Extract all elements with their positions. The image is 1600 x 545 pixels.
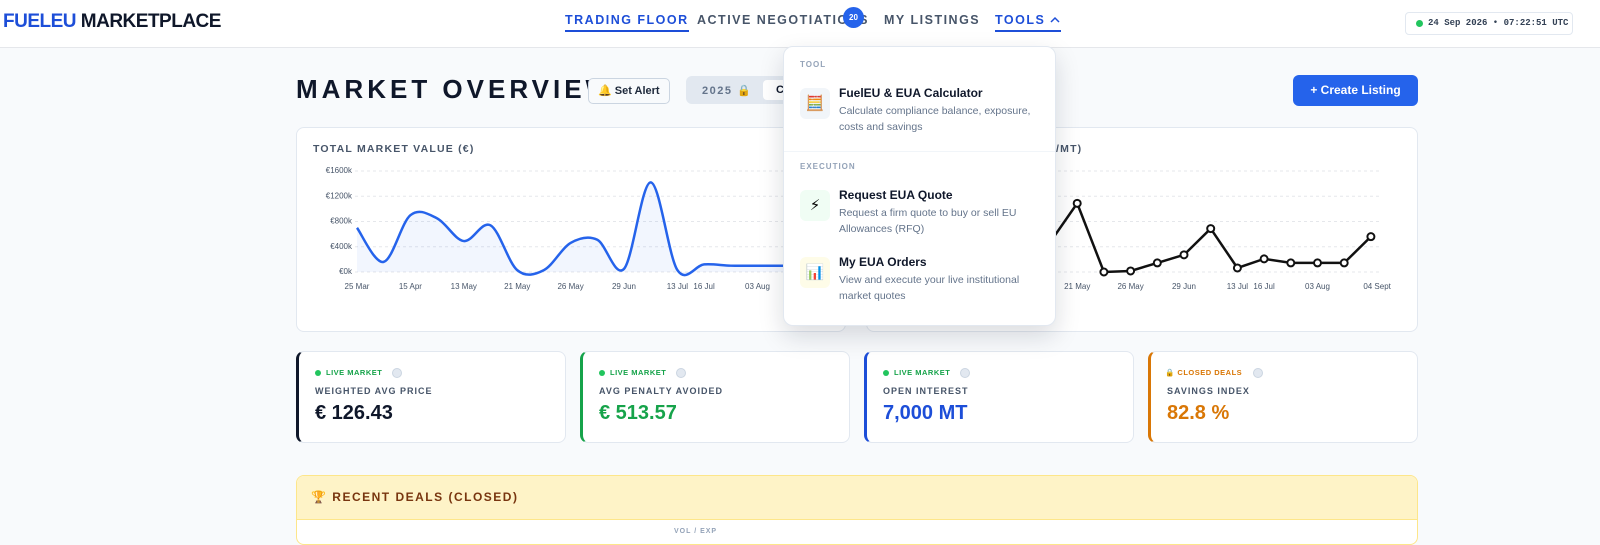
status-dot: [599, 370, 605, 376]
x-tick-label: 29 Jun: [612, 282, 636, 291]
segment[interactable]: 2025 🔒: [702, 85, 753, 97]
status-dot: [315, 370, 321, 376]
menu-title: Request EUA Quote: [839, 188, 953, 202]
nav-badge: 20: [843, 7, 864, 28]
badge: 🔒 CLOSED DEALS: [1165, 368, 1243, 377]
menu-item[interactable]: 🧮 FuelEU & EUA Calculator Calculate compli…: [784, 84, 1055, 144]
stat-value: 7,000 MT: [883, 402, 968, 424]
x-tick-label: 03 Aug: [1305, 282, 1330, 291]
area: [357, 182, 811, 276]
x-tick-label: 26 May: [557, 282, 583, 291]
point: [1232, 263, 1242, 273]
menu-desc: Request a firm quote to buy or sell EU A…: [839, 207, 1017, 235]
stat-card: 🔒 CLOSED DEALS SAVINGS INDEX 82.8 %: [1148, 351, 1418, 443]
x-tick-label: 29 Jun: [1172, 282, 1196, 291]
menu-desc: View and execute your live institutional…: [839, 274, 1020, 302]
divider: [784, 151, 1055, 152]
menu-title: My EUA Orders: [839, 255, 927, 269]
point: [1179, 250, 1189, 260]
stat-value: € 513.57: [599, 402, 677, 424]
section-heading: TOOL: [800, 60, 827, 69]
nav-link[interactable]: MY LISTINGS: [884, 13, 981, 27]
x-tick-label: 21 May: [504, 282, 530, 291]
x-tick-label: 13 Jul: [1227, 282, 1249, 291]
y-tick-label: €1600k: [326, 166, 353, 175]
badge: LIVE MARKET: [326, 368, 383, 377]
menu-item[interactable]: 📊 My EUA Orders View and execute your live…: [784, 253, 1055, 313]
column-header: VOL / EXP: [674, 528, 718, 535]
nav-link[interactable]: TOOLS: [995, 13, 1062, 32]
status-dot: [1416, 20, 1423, 27]
stat-card: LIVE MARKET AVG PENALTY AVOIDED € 513.57: [580, 351, 850, 443]
stat-label: OPEN INTEREST: [883, 386, 969, 396]
point: [1152, 258, 1162, 268]
y-tick-label: €0k: [339, 267, 353, 276]
dropdown: TOOL 🧮 FuelEU & EUA Calculator Calculate co…: [783, 46, 1056, 326]
menu-title: FuelEU & EUA Calculator: [839, 86, 983, 100]
x-tick-label: 16 Jul: [1253, 282, 1275, 291]
info-icon: [392, 368, 402, 378]
logo-brand: FUELEU: [3, 11, 77, 32]
badge: LIVE MARKET: [610, 368, 667, 377]
deals-title: 🏆 RECENT DEALS (CLOSED): [311, 490, 519, 504]
create-button[interactable]: + Create Listing: [1293, 75, 1418, 106]
point: [1259, 254, 1269, 264]
stat-card: LIVE MARKET WEIGHTED AVG PRICE € 126.43: [296, 351, 566, 443]
nav-link[interactable]: TRADING FLOOR: [565, 13, 689, 32]
chart-title: TOTAL MARKET VALUE (€): [313, 143, 475, 155]
info-icon: [676, 368, 686, 378]
point: [1126, 266, 1136, 276]
chart-card: [296, 127, 846, 332]
x-tick-label: 16 Jul: [693, 282, 715, 291]
y-tick-label: €1200k: [326, 191, 353, 200]
point: [1366, 232, 1376, 242]
y-tick-label: €400k: [330, 242, 353, 251]
menu-icon: ⚡: [800, 190, 830, 221]
x-tick-label: 13 May: [451, 282, 477, 291]
stat-value: € 126.43: [315, 402, 393, 424]
logo-rest: MARKETPLACE: [80, 11, 222, 32]
chart-title: /MT): [1056, 143, 1083, 155]
stat-label: AVG PENALTY AVOIDED: [599, 386, 724, 396]
point: [1339, 258, 1349, 268]
y-tick-label: €800k: [330, 217, 353, 226]
point: [1072, 198, 1082, 208]
page: FUELEU MARKETPLACE TRADING FLOOR ACTIVE …: [0, 7, 1600, 545]
nav-link[interactable]: ACTIVE NEGOTIATIONS: [697, 13, 870, 27]
stat-label: WEIGHTED AVG PRICE: [315, 386, 433, 396]
menu-item[interactable]: ⚡ Request EUA Quote Request a firm quote t…: [784, 186, 1055, 246]
caret: [1050, 16, 1060, 23]
logo[interactable]: FUELEU MARKETPLACE: [3, 11, 221, 33]
x-tick-label: 25 Mar: [345, 282, 370, 291]
x-tick-label: 04 Sept: [1363, 282, 1391, 291]
section-heading: EXECUTION: [800, 162, 856, 171]
stat-card: LIVE MARKET OPEN INTEREST 7,000 MT: [864, 351, 1134, 443]
line: [355, 181, 811, 277]
point: [1099, 267, 1109, 277]
deals-panel: 🏆 RECENT DEALS (CLOSED) VOL / EXP: [296, 475, 1418, 545]
nav-text: TOOLS: [995, 13, 1046, 27]
badge: LIVE MARKET: [894, 368, 951, 377]
alert-button[interactable]: 🔔 Set Alert: [588, 78, 670, 104]
menu-icon: 🧮: [800, 88, 830, 119]
info-icon: [1253, 368, 1263, 378]
x-tick-label: 15 Apr: [399, 282, 422, 291]
status-dot: [883, 370, 889, 376]
deals-header: [297, 476, 1417, 520]
point: [1313, 258, 1322, 268]
x-tick-label: 26 May: [1117, 282, 1143, 291]
x-tick-label: 03 Aug: [745, 282, 770, 291]
menu-desc: Calculate compliance balance, exposure, …: [839, 105, 1031, 133]
clock: 24 Sep 2026 • 07:22:51 UTC: [1405, 12, 1573, 35]
menu-icon: 📊: [800, 257, 830, 288]
stat-value: 82.8 %: [1167, 402, 1230, 424]
page-title: MARKET OVERVIEW: [296, 74, 615, 104]
point: [1286, 258, 1296, 268]
x-tick-label: 21 May: [1064, 282, 1090, 291]
stat-label: SAVINGS INDEX: [1167, 386, 1250, 396]
point: [1206, 224, 1216, 234]
x-tick-label: 13 Jul: [667, 282, 689, 291]
clock-text: 24 Sep 2026 • 07:22:51 UTC: [1428, 18, 1569, 28]
info-icon: [960, 368, 970, 378]
